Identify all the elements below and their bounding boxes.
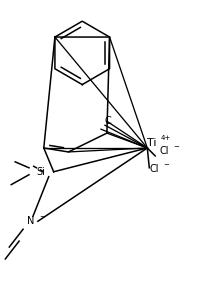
Text: −: − bbox=[39, 214, 45, 220]
Text: Cl: Cl bbox=[149, 164, 159, 174]
Text: Ti: Ti bbox=[147, 138, 157, 148]
Text: Si: Si bbox=[36, 167, 45, 177]
Text: −: − bbox=[173, 144, 179, 150]
Text: N: N bbox=[27, 216, 35, 226]
Text: 4+: 4+ bbox=[161, 135, 171, 141]
Text: −: − bbox=[163, 162, 169, 168]
Text: C: C bbox=[105, 116, 112, 126]
Text: Cl: Cl bbox=[159, 146, 169, 156]
